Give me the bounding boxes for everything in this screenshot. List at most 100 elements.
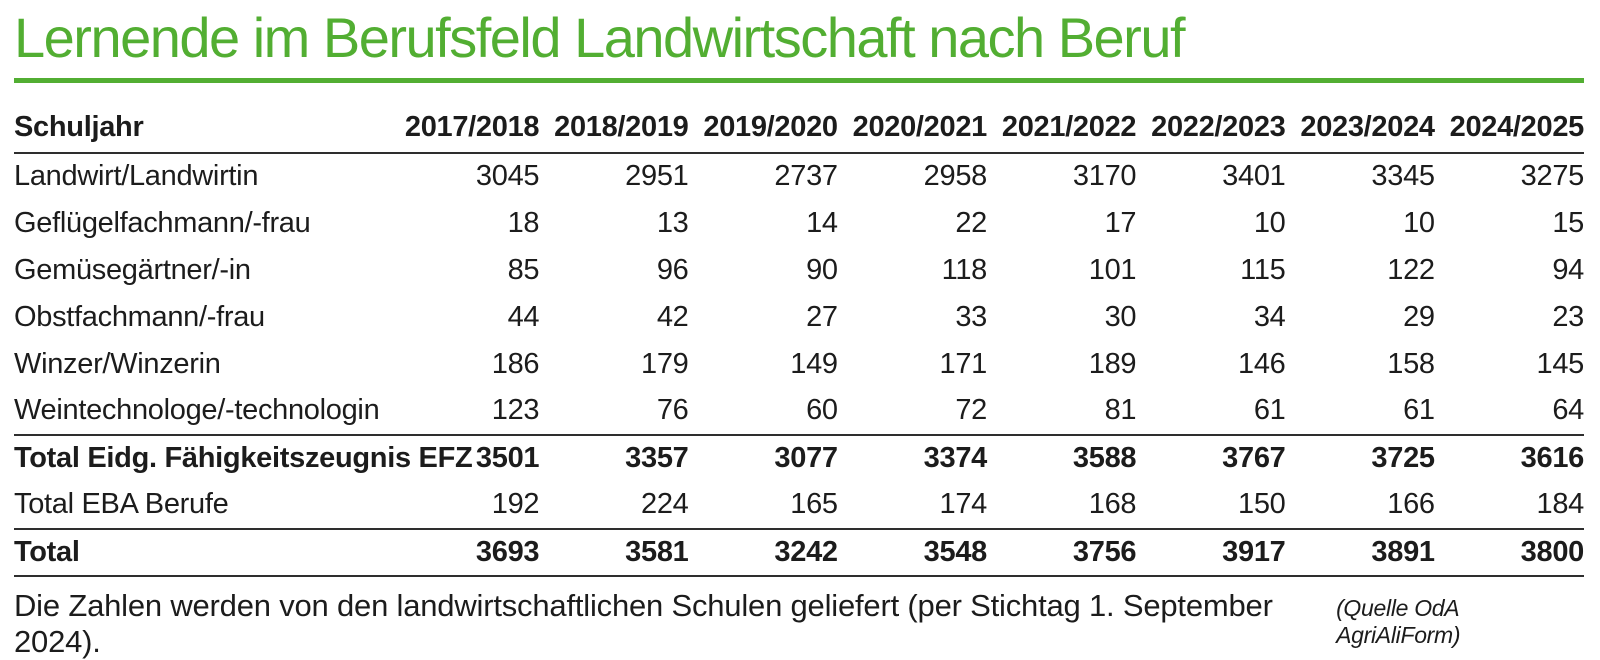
value-cell: 171 [939, 347, 988, 380]
column-header: 2017/2018 [390, 103, 540, 154]
value-cell: 61 [1403, 394, 1435, 427]
value-cell: 61 [1253, 394, 1286, 427]
footnote: Die Zahlen werden von den landwirtschaft… [14, 587, 1273, 659]
column-header: 2019/2020 [688, 103, 838, 154]
column-header: 2021/2022 [987, 103, 1137, 154]
value-cell: 118 [941, 253, 988, 286]
value-cell: 184 [1536, 488, 1585, 521]
table-row: Landwirt/Landwirtin 3045 2951 2737 2958 3170 3… [14, 153, 1584, 200]
value-cell: 3548 [837, 527, 987, 577]
value-cell: 10 [1253, 206, 1286, 239]
table-body: Landwirt/Landwirtin 3045 2951 2737 2958 3170 3… [14, 153, 1584, 577]
value-cell: 149 [790, 347, 838, 380]
table-row: Obstfachmann/-frau 44 42 27 33 30 34 29 23 [14, 294, 1584, 341]
value-cell: 33 [955, 300, 987, 333]
value-cell: 186 [491, 347, 540, 380]
value-cell: 10 [1403, 206, 1435, 239]
value-cell: 3045 [475, 160, 540, 193]
table-footer: Die Zahlen werden von den landwirtschaft… [14, 588, 1584, 660]
value-cell: 3891 [1285, 527, 1435, 577]
value-cell: 81 [1104, 394, 1137, 427]
value-cell: 3917 [1136, 527, 1286, 577]
value-cell: 15 [1552, 206, 1584, 239]
value-cell: 90 [806, 253, 838, 286]
value-cell: 3581 [539, 527, 689, 577]
value-cell: 60 [806, 394, 838, 427]
value-cell: 3242 [688, 527, 838, 577]
value-cell: 42 [656, 300, 689, 333]
row-label-cell: Weintechnologe/-technologin [14, 394, 380, 427]
value-cell: 18 [507, 206, 540, 239]
value-cell: 179 [641, 347, 689, 380]
value-cell: 3800 [1434, 527, 1584, 577]
value-cell: 165 [790, 488, 838, 521]
value-cell: 34 [1253, 300, 1286, 333]
column-header: 2023/2024 [1285, 103, 1435, 154]
value-cell: 3170 [1072, 160, 1137, 193]
column-header: 2020/2021 [837, 103, 987, 154]
row-label-cell: Gemüsegärtner/-in [14, 253, 251, 286]
value-cell: 96 [656, 253, 689, 286]
row-label-cell: Landwirt/Landwirtin [14, 160, 259, 193]
value-cell: 27 [806, 300, 838, 333]
value-cell: 166 [1387, 488, 1435, 521]
value-cell: 94 [1552, 253, 1584, 286]
value-cell: 3501 [390, 433, 540, 482]
value-cell: 174 [939, 488, 988, 521]
table-row: Geflügelfachmann/-frau 18 13 14 22 17 10 10 15 [14, 200, 1584, 247]
value-cell: 189 [1088, 347, 1137, 380]
value-cell: 101 [1088, 253, 1137, 286]
value-cell: 17 [1104, 206, 1137, 239]
value-cell: 3077 [688, 433, 838, 482]
value-cell: 3588 [987, 433, 1137, 482]
table-row: Winzer/Winzerin 186 179 149 171 189 146 158 145 [14, 341, 1584, 388]
table-row: Gemüsegärtner/-in 85 96 90 118 101 115 122 94 [14, 247, 1584, 294]
value-cell: 76 [656, 394, 689, 427]
page: Lernende im Berufsfeld Landwirtschaft na… [14, 6, 1584, 659]
value-cell: 168 [1088, 488, 1137, 521]
value-cell: 3767 [1136, 433, 1286, 482]
value-cell: 3357 [539, 433, 689, 482]
value-cell: 3693 [390, 527, 540, 577]
column-header: 2024/2025 [1434, 103, 1584, 154]
value-cell: 23 [1552, 300, 1584, 333]
value-cell: 145 [1536, 347, 1585, 380]
value-cell: 29 [1403, 300, 1435, 333]
value-cell: 14 [806, 206, 838, 239]
value-cell: 158 [1387, 347, 1435, 380]
value-cell: 192 [491, 488, 540, 521]
value-cell: 3345 [1371, 160, 1435, 193]
value-cell: 30 [1104, 300, 1137, 333]
row-label-cell: Total [14, 527, 390, 577]
table-row: Total Eidg. Fähigkeitszeugnis EFZ 3501 335… [14, 433, 1584, 482]
value-cell: 2951 [625, 160, 689, 193]
table-row: Weintechnologe/-technologin 123 76 60 72 81 61… [14, 388, 1584, 435]
title-rule [14, 77, 1584, 83]
table-header: Schuljahr 2017/2018 2018/2019 2019/2020 2020… [14, 103, 1584, 154]
table-row: Total 3693 3581 3242 3548 3756 3917 3891 3800 [14, 527, 1584, 577]
column-header: 2018/2019 [539, 103, 689, 154]
value-cell: 44 [507, 300, 540, 333]
value-cell: 150 [1238, 488, 1286, 521]
value-cell: 224 [641, 488, 689, 521]
learners-table: Schuljahr 2017/2018 2018/2019 2019/2020 2020… [14, 103, 1584, 577]
value-cell: 3275 [1520, 160, 1585, 193]
value-cell: 2737 [774, 160, 838, 193]
source-note: (Quelle OdA AgriAliForm) [1336, 594, 1461, 648]
column-header: Schuljahr [14, 103, 390, 154]
value-cell: 85 [507, 253, 540, 286]
value-cell: 3374 [837, 433, 987, 482]
table-row: Total EBA Berufe 192 224 165 174 168 150 166 184 [14, 482, 1584, 529]
value-cell: 146 [1238, 347, 1286, 380]
value-cell: 72 [955, 394, 987, 427]
value-cell: 3616 [1434, 433, 1584, 482]
row-label-cell: Geflügelfachmann/-frau [14, 206, 311, 239]
value-cell: 123 [491, 394, 540, 427]
row-label-cell: Total Eidg. Fähigkeitszeugnis EFZ [14, 433, 473, 482]
value-cell: 122 [1387, 253, 1435, 286]
column-header: 2022/2023 [1136, 103, 1286, 154]
row-label-cell: Winzer/Winzerin [14, 347, 221, 380]
row-label-cell: Obstfachmann/-frau [14, 300, 265, 333]
value-cell: 3725 [1285, 433, 1435, 482]
value-cell: 13 [656, 206, 689, 239]
